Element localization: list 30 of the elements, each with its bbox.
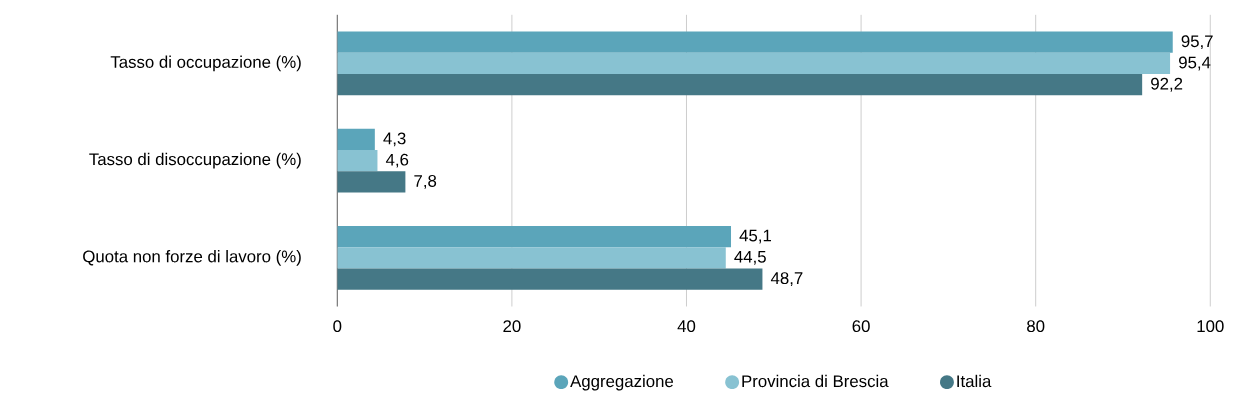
bar — [337, 268, 763, 290]
data-label: 92,2 — [1151, 77, 1183, 92]
bar — [337, 73, 1143, 96]
data-label: 44,5 — [734, 250, 766, 265]
bar — [337, 128, 375, 150]
data-label: 4,6 — [385, 153, 409, 168]
x-tick-label: 60 — [852, 320, 870, 332]
x-tick-label: 20 — [503, 320, 521, 332]
x-tick-label: 0 — [333, 320, 342, 332]
bar — [337, 171, 406, 193]
data-label: 45,1 — [739, 229, 772, 244]
y-tick-label: Tasso di occupazione (%) — [110, 55, 301, 72]
x-tick-label: 100 — [1197, 320, 1224, 332]
bar — [337, 52, 1171, 74]
data-label: 7,8 — [414, 174, 437, 189]
bar — [337, 31, 1173, 53]
data-label: 95,7 — [1181, 35, 1213, 49]
bar — [337, 149, 378, 172]
legend-label: Italia — [957, 374, 992, 387]
data-label: 48,7 — [770, 272, 803, 286]
bar — [337, 247, 726, 269]
bar — [337, 225, 732, 248]
y-tick-label: Tasso di disoccupazione (%) — [89, 152, 301, 169]
data-label: 4,3 — [383, 132, 406, 147]
legend-label: Provincia di Brescia — [742, 374, 889, 387]
legend-label: Aggregazione — [570, 374, 674, 391]
y-tick-label: Quota non forze di lavoro (%) — [83, 249, 301, 266]
x-tick-label: 40 — [677, 320, 696, 332]
x-tick-label: 80 — [1027, 320, 1045, 332]
data-label: 95,4 — [1179, 56, 1211, 71]
